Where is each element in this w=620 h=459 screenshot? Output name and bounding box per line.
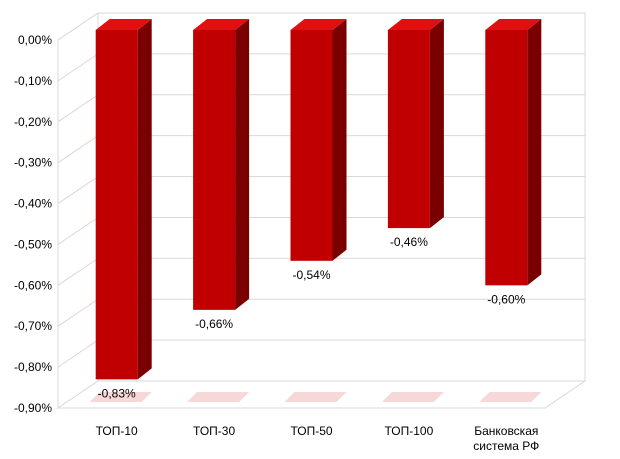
- bar: [485, 19, 542, 286]
- data-label: -0,66%: [195, 317, 233, 331]
- gridline: [57, 12, 585, 41]
- bar-floor-shadow: [479, 392, 542, 402]
- bar-front: [290, 30, 333, 261]
- data-label: -0,46%: [390, 235, 428, 249]
- bar-front: [193, 30, 236, 310]
- bar-top: [193, 19, 250, 30]
- bar-top: [95, 19, 152, 30]
- bar-floor-shadow: [89, 392, 152, 402]
- bar-front: [387, 30, 430, 229]
- data-label: -0,60%: [487, 292, 525, 306]
- x-tick-label: ТОП-10: [96, 424, 138, 438]
- bar-top: [485, 19, 542, 30]
- y-tick-label: 0,00%: [18, 33, 52, 47]
- x-tick-label: ТОП-100: [385, 424, 434, 438]
- y-tick-label: -0,80%: [14, 360, 52, 374]
- data-label: -0,54%: [292, 268, 330, 282]
- bar: [95, 19, 152, 380]
- y-axis: 0,00% -0,10% -0,20% -0,30% -0,40% -0,50% -0,60…: [14, 33, 59, 415]
- bar-top: [290, 19, 347, 30]
- x-tick-label: ТОП-30: [193, 424, 235, 438]
- y-tick-label: -0,90%: [14, 401, 52, 415]
- y-tick-label: -0,70%: [14, 319, 52, 333]
- y-tick-label: -0,30%: [14, 156, 52, 170]
- y-tick-label: -0,10%: [14, 74, 52, 88]
- x-axis: ТОП-10 ТОП-30 ТОП-50 ТОП-100 Банковская систе…: [96, 424, 540, 453]
- bar-side: [235, 19, 250, 310]
- bar-floor-shadow: [284, 392, 347, 402]
- chart-floor: [56, 380, 587, 409]
- bar: [290, 19, 347, 261]
- bar-side: [332, 19, 347, 261]
- bar-front: [485, 30, 528, 286]
- data-labels: -0,83% -0,66% -0,54% -0,46% -0,60%: [98, 235, 526, 400]
- x-tick-label: Банковская система РФ: [473, 424, 539, 453]
- bar: [193, 19, 250, 310]
- bar-side: [137, 19, 152, 380]
- bars: [95, 19, 542, 380]
- bar-top: [387, 19, 444, 30]
- y-tick-label: -0,60%: [14, 278, 52, 292]
- bar: [387, 19, 444, 229]
- data-label: -0,83%: [98, 386, 136, 400]
- x-tick-label: ТОП-50: [290, 424, 332, 438]
- bar-floor-shadow: [187, 392, 250, 402]
- bar-floor-shadow: [381, 392, 444, 402]
- y-tick-label: -0,20%: [14, 115, 52, 129]
- bar-side: [527, 19, 542, 286]
- y-tick-label: -0,50%: [14, 237, 52, 251]
- bar-side: [429, 19, 444, 229]
- bar-front: [95, 30, 138, 380]
- y-tick-label: -0,40%: [14, 197, 52, 211]
